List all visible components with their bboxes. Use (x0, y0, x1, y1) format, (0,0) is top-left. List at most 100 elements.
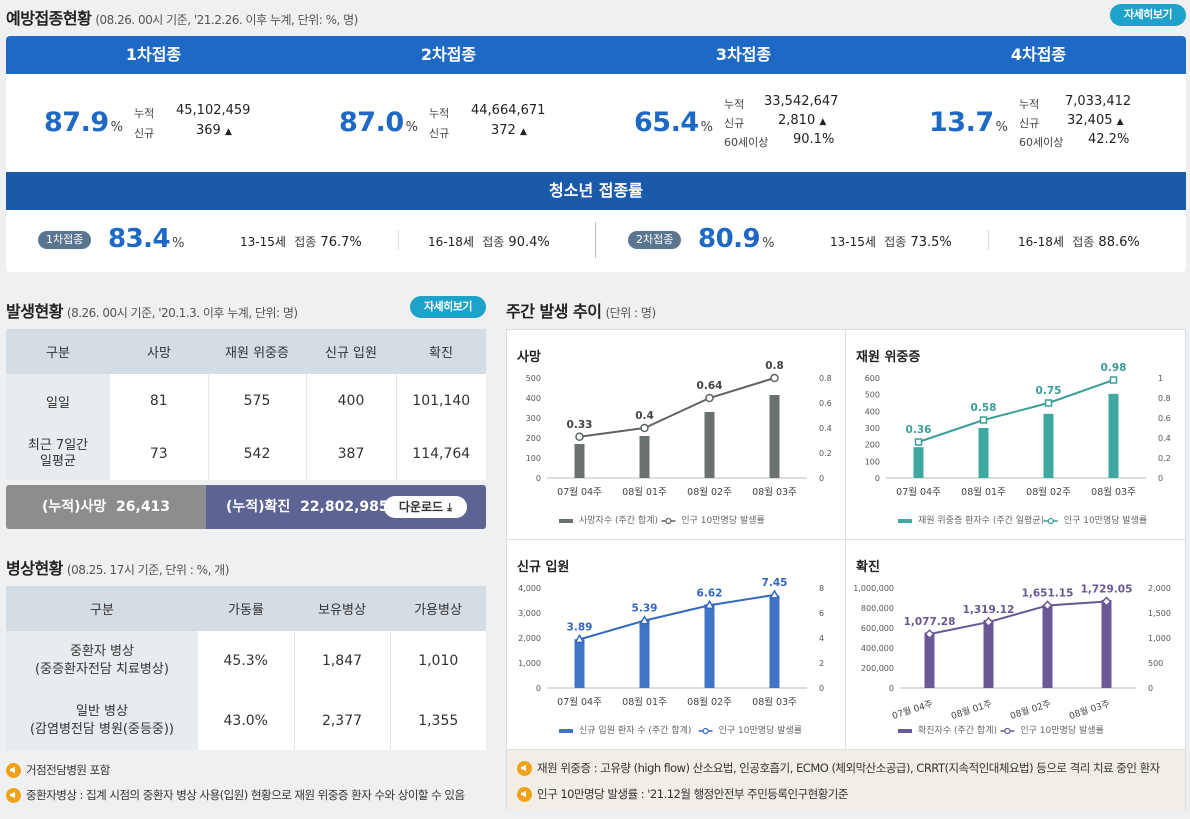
cell: 43.0% (223, 712, 268, 729)
data-label: 3.89 (567, 621, 593, 633)
rate-point (1042, 600, 1053, 611)
bar (983, 620, 994, 688)
chart-critical: 재원 위중증 0 100 200 300 400 500 600 0 0.2 0.4 0.6 0.8 1 0… (846, 330, 1185, 540)
dose1-header: 1차접종 (125, 45, 182, 64)
download-label: 다운로드 (398, 500, 444, 514)
data-label: 1,729.05 (1081, 584, 1133, 596)
x-tick-label: 07월 04주 (890, 697, 934, 721)
teen-dose2-unit: % (762, 236, 775, 251)
y2-tick-label: 0.4 (819, 424, 832, 433)
data-label: 1,651.15 (1022, 587, 1074, 599)
cell: 1,010 (389, 631, 486, 691)
col-category: 구분 (46, 346, 70, 361)
weekly-note-1: 재원 위중증 : 고유량 (high flow) 산소요법, 인공호흡기, EC… (517, 760, 1175, 776)
rate-point (1044, 399, 1053, 407)
col-critical: 재원 위중증 (225, 346, 289, 361)
chart-new-admission: 신규 입원 0 1,000 2,000 3,000 4,000 0 2 4 6 8 07월 04주 08… (507, 540, 846, 750)
dose1-cum-label: 누적 (134, 107, 155, 120)
y2-tick-label: 0 (1148, 684, 1153, 693)
weekly-section-title: 주간 발생 추이 (단위 : 명) (506, 298, 656, 322)
download-button[interactable]: 다운로드 ⤓ (384, 496, 467, 518)
y-tick-label: 4,000 (518, 584, 541, 593)
weekly-subtitle: (단위 : 명) (605, 306, 656, 320)
cell: 45.3% (223, 653, 268, 669)
teen-d1-value-a: 76.7% (320, 235, 362, 250)
cell: 73 (149, 446, 168, 462)
col-category: 구분 (90, 603, 114, 618)
beds-note-1: 거점전담병원 포함 (6, 762, 110, 778)
col-occupancy: 가동률 (228, 603, 264, 618)
dose3-rate: 65.4 (634, 107, 699, 138)
teen-dose1-rate: 83.4 (108, 224, 171, 254)
data-label: 7.45 (762, 577, 788, 589)
dose2-header: 2차접종 (420, 45, 477, 64)
rate-point (1101, 596, 1112, 607)
y-tick-label: 0 (536, 684, 541, 693)
dose2-unit: % (405, 120, 418, 135)
chart-svg: 0 100 200 300 400 500 0 0.2 0.4 0.6 0.8 07월 04주 08월 … (526, 360, 832, 526)
dose3-cum-value: 33,542,647 (764, 94, 839, 109)
cell: 387 (305, 428, 396, 480)
legend-bar-label: 재원 위중증 환자수 (주간 일평균) (918, 514, 1044, 526)
rate-point (924, 629, 935, 640)
teen-d2-label-a: 접종 (884, 235, 907, 249)
x-tick-label: 08월 02주 (1008, 697, 1052, 721)
bar (1043, 413, 1054, 478)
weekly-charts: 사망 0 100 200 300 400 500 0 0.2 0.4 0.6 0.8 07월 04주 08… (506, 329, 1186, 810)
chart-title: 사망 (517, 350, 541, 365)
col-death: 사망 (147, 346, 171, 361)
dose2-cell: 87.0% 누적 44,664,671 신규 372 ▲ (301, 74, 596, 172)
legend-line-marker (1004, 727, 1011, 735)
cell: 542 (207, 428, 306, 480)
rate-point (575, 432, 584, 441)
y2-tick-label: 0.8 (819, 374, 832, 383)
up-arrow-icon: ▲ (224, 127, 232, 137)
x-tick-label: 08월 03주 (1067, 697, 1111, 721)
speaker-icon (6, 762, 21, 778)
cum-death-value: 26,413 (116, 499, 171, 515)
beds-note-2: 중환자병상 : 집계 시점의 중환자 병상 사용(입원) 현황으로 재원 위중증… (6, 787, 465, 803)
cell: 101,140 (395, 374, 486, 428)
teen-d2-age-b: 16-18세 (1018, 235, 1064, 249)
table-row: 최근 7일간 일평균 73 542 387 114,764 (6, 428, 486, 480)
x-tick-label: 08월 03주 (1091, 486, 1136, 498)
table-row: 일반 병상 (감염병전담 병원(중등중)) 43.0% 2,377 1,355 (6, 691, 486, 750)
y-tick-label: 600,000 (861, 624, 894, 633)
weekly-note-text: 인구 10만명당 발생률 : '21.12월 행정안전부 주민등록인구현황기준 (537, 787, 848, 801)
bar (704, 604, 715, 688)
teen-d2-value-b: 88.6% (1098, 235, 1140, 250)
vax-subtitle: (08.26. 00시 기준, '21.2.26. 이후 누계, 단위: %, … (95, 13, 358, 27)
occ-detail-button[interactable]: 자세히보기 (410, 296, 486, 318)
cell: 1,847 (293, 631, 390, 691)
cell: 81 (149, 393, 168, 409)
dose2-cum-label: 누적 (429, 107, 450, 120)
beds-table-header: 구분 가동률 보유병상 가용병상 (6, 586, 486, 631)
vax-detail-button[interactable]: 자세히보기 (1110, 4, 1186, 26)
y2-tick-label: 2,000 (1148, 584, 1171, 593)
legend-line-marker (702, 727, 709, 735)
y-tick-label: 200 (865, 441, 880, 450)
y-tick-label: 1,000 (518, 659, 541, 668)
y2-tick-label: 0.6 (819, 399, 832, 408)
cell: 575 (207, 374, 306, 428)
legend-line-label: 인구 10만명당 발생률 (719, 725, 802, 736)
bar (639, 436, 650, 478)
bar (1101, 600, 1112, 688)
data-label: 1,077.28 (904, 616, 956, 628)
x-tick-label: 08월 01주 (949, 697, 993, 721)
y-tick-label: 300 (865, 424, 880, 433)
y2-tick-label: 4 (819, 634, 824, 643)
cum-confirmed-label: (누적)확진 (226, 499, 291, 515)
cell: 114,764 (395, 428, 486, 480)
y2-tick-label: 500 (1148, 659, 1163, 668)
x-tick-label: 08월 02주 (1026, 486, 1071, 498)
col-owned-beds: 보유병상 (318, 603, 366, 618)
dose1-unit: % (110, 120, 123, 135)
x-tick-label: 08월 01주 (622, 696, 667, 708)
dose3-60plus-value: 90.1% (793, 132, 835, 147)
y2-tick-label: 0.6 (1158, 414, 1171, 423)
weekly-notes: 재원 위중증 : 고유량 (high flow) 산소요법, 인공호흡기, EC… (507, 750, 1185, 810)
rate-point (574, 633, 585, 644)
beds-note-text: 중환자병상 : 집계 시점의 중환자 병상 사용(입원) 현황으로 재원 위중증… (26, 788, 465, 802)
occ-title: 발생현황 (6, 302, 63, 321)
